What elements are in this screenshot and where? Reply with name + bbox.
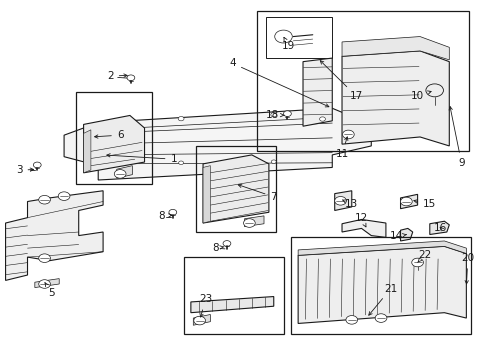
Text: 8: 8 [158, 211, 172, 221]
Polygon shape [203, 166, 210, 223]
Text: 19: 19 [281, 37, 294, 50]
Text: 5: 5 [45, 283, 55, 298]
Polygon shape [334, 191, 351, 211]
Polygon shape [5, 191, 103, 280]
Circle shape [58, 192, 70, 201]
Polygon shape [400, 228, 412, 241]
Text: 12: 12 [354, 213, 367, 227]
Bar [256, 12, 468, 151]
Text: 6: 6 [94, 130, 123, 140]
Text: 13: 13 [342, 199, 358, 209]
Text: 20: 20 [460, 253, 473, 284]
Polygon shape [303, 58, 331, 126]
Text: 9: 9 [448, 107, 464, 168]
Circle shape [193, 316, 205, 325]
Text: 2: 2 [107, 71, 127, 81]
Polygon shape [117, 166, 132, 178]
Text: 22: 22 [417, 249, 430, 262]
Polygon shape [193, 315, 210, 325]
Polygon shape [83, 116, 144, 173]
Text: 17: 17 [320, 61, 363, 102]
Circle shape [345, 316, 357, 324]
Circle shape [411, 258, 423, 267]
Bar [266, 17, 331, 58]
Bar [183, 257, 283, 334]
Polygon shape [298, 246, 466, 323]
Polygon shape [83, 130, 91, 173]
Polygon shape [203, 155, 268, 223]
Circle shape [39, 254, 50, 262]
Circle shape [374, 314, 386, 322]
Text: 23: 23 [199, 294, 212, 317]
Circle shape [33, 162, 41, 168]
Polygon shape [341, 37, 448, 60]
Circle shape [271, 160, 276, 163]
Polygon shape [341, 220, 385, 237]
Circle shape [168, 210, 176, 215]
Text: 11: 11 [335, 137, 348, 159]
Text: 7: 7 [238, 184, 277, 202]
Polygon shape [190, 297, 273, 313]
Text: 18: 18 [265, 110, 284, 120]
Circle shape [334, 197, 346, 205]
Circle shape [342, 130, 353, 139]
Polygon shape [244, 216, 264, 226]
Polygon shape [298, 241, 466, 255]
Text: 3: 3 [16, 165, 34, 175]
Text: 1: 1 [106, 154, 177, 164]
Polygon shape [429, 221, 448, 234]
Bar [290, 237, 470, 334]
Circle shape [127, 75, 135, 81]
Circle shape [39, 195, 50, 204]
Text: 14: 14 [389, 231, 406, 241]
Circle shape [283, 111, 291, 117]
Circle shape [319, 117, 325, 121]
Circle shape [178, 161, 183, 165]
Circle shape [243, 219, 255, 227]
Text: 10: 10 [410, 91, 430, 101]
Text: 21: 21 [368, 284, 397, 315]
Circle shape [270, 113, 276, 117]
Text: 8: 8 [211, 243, 224, 253]
Circle shape [39, 280, 50, 288]
Circle shape [178, 117, 183, 121]
Polygon shape [400, 194, 417, 209]
Polygon shape [341, 51, 448, 146]
Text: 16: 16 [433, 223, 446, 233]
Polygon shape [64, 108, 370, 180]
Bar [76, 92, 152, 184]
Circle shape [400, 197, 411, 206]
Circle shape [223, 240, 230, 246]
Bar [195, 146, 276, 232]
Text: 15: 15 [413, 199, 435, 210]
Polygon shape [35, 279, 59, 288]
Circle shape [114, 170, 126, 178]
Text: 4: 4 [229, 58, 328, 107]
